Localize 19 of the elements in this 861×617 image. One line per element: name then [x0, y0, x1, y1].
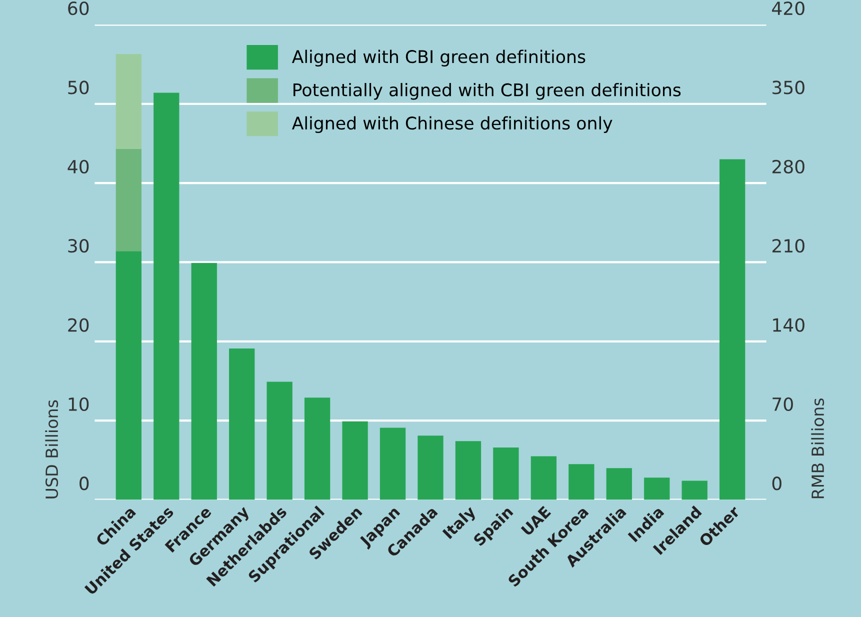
y2-tick-label: 280	[772, 160, 804, 174]
y-tick-label: 0	[80, 476, 89, 490]
legend-label: Potentially aligned with CBI green definitions	[294, 82, 681, 100]
y-tick-label: 40	[68, 160, 89, 174]
y2-tick-label: 210	[772, 239, 804, 253]
y2-axis-title: RMB Billions	[811, 398, 824, 498]
y2-tick-label: 70	[772, 397, 793, 412]
y2-tick-label: 350	[772, 80, 804, 94]
y2-tick-label: 420	[772, 1, 804, 16]
legend-label: Aligned with Chinese definitions only	[292, 116, 612, 134]
legend-label: Aligned with CBI green definitions	[292, 50, 586, 67]
y-tick-label: 60	[68, 1, 89, 16]
y2-tick-label: 140	[773, 318, 804, 332]
y-tick-label: 50	[68, 80, 89, 94]
y2-tick-label: 0	[772, 476, 782, 490]
y-tick-label: 10	[68, 397, 89, 412]
y-tick-label: 20	[68, 318, 89, 332]
y-axis-title: USD Billions	[45, 400, 58, 498]
y-tick-label: 30	[68, 239, 89, 253]
